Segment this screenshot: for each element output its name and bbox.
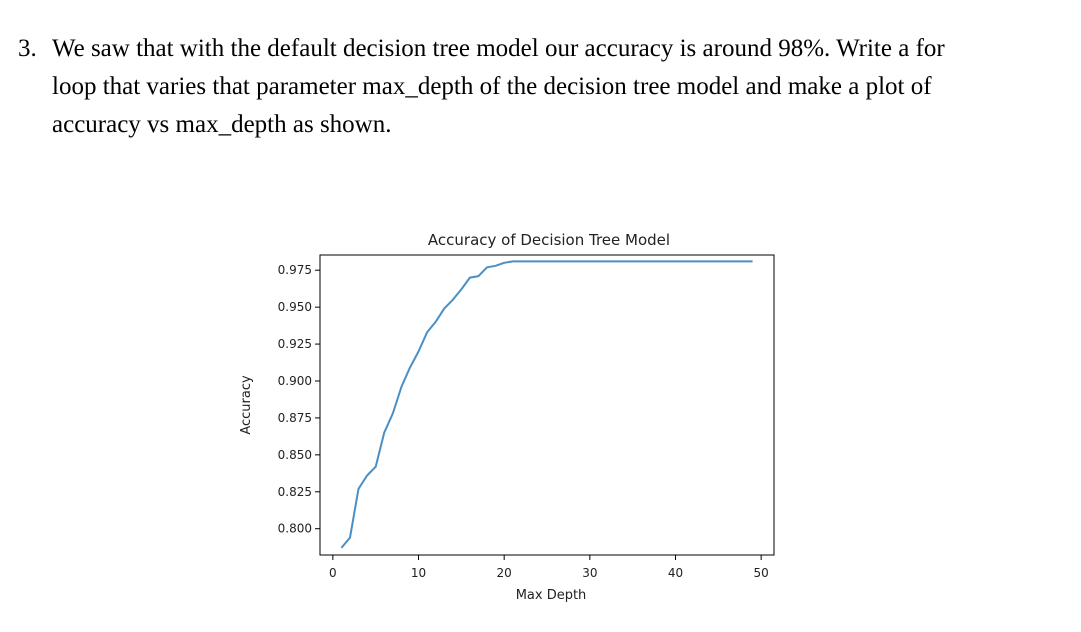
x-tick-label: 10: [411, 566, 426, 580]
y-tick-label: 0.925: [278, 337, 312, 351]
x-axis: 0 10 20 30 40 50: [329, 555, 769, 580]
accuracy-line: [340, 260, 753, 549]
series-layer: [340, 260, 753, 549]
question-line-1: 3. We saw that with the default decision …: [18, 30, 1068, 68]
question-text: 3. We saw that with the default decision …: [18, 30, 1068, 144]
x-tick-label: 0: [329, 566, 337, 580]
y-tick-label: 0.825: [278, 485, 312, 499]
question-line-1-text: We saw that with the default decision tr…: [52, 35, 945, 62]
x-tick-label: 20: [497, 566, 512, 580]
y-tick-label: 0.900: [278, 374, 312, 388]
x-tick-label: 30: [582, 566, 597, 580]
y-axis: 0.800 0.825 0.850 0.875 0.900 0.925 0.950 0.975: [278, 263, 320, 536]
y-tick-label: 0.950: [278, 300, 312, 314]
y-tick-label: 0.975: [278, 263, 312, 277]
question-line-2: loop that varies that parameter max_dept…: [52, 73, 932, 100]
x-tick-label: 40: [668, 566, 683, 580]
chart-title: Accuracy of Decision Tree Model: [428, 231, 670, 249]
y-tick-label: 0.850: [278, 448, 312, 462]
y-tick-label: 0.875: [278, 411, 312, 425]
y-tick-label: 0.800: [278, 522, 312, 536]
x-axis-label: Max Depth: [516, 588, 587, 603]
x-tick-label: 50: [754, 566, 769, 580]
y-axis-label: Accuracy: [239, 375, 254, 435]
question-line-3: accuracy vs max_depth as shown.: [52, 111, 392, 138]
question-number: 3.: [18, 35, 37, 62]
plot-frame: [319, 254, 775, 556]
